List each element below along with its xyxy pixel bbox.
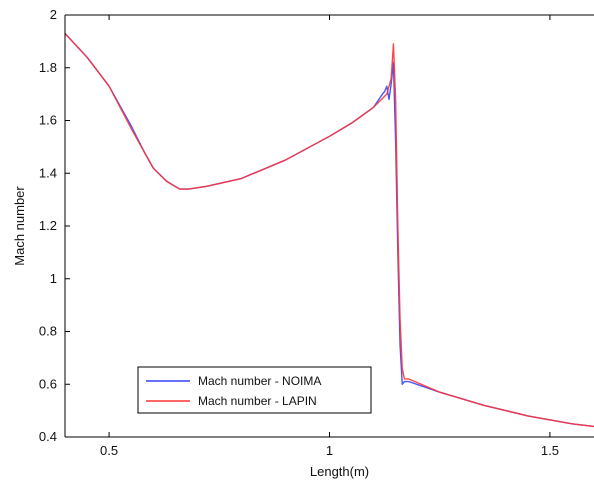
x-axis-ticks: 0.5 1 1.5 [100, 15, 559, 458]
series-layer [65, 32, 594, 428]
y-tick-label: 1.6 [39, 113, 57, 128]
x-tick-label: 1.5 [541, 443, 559, 458]
y-tick-label: 1 [50, 271, 57, 286]
plot-area [65, 32, 594, 428]
y-axis-label: Mach number [12, 186, 27, 266]
y-tick-label: 1.2 [39, 218, 57, 233]
legend-box [137, 366, 372, 414]
legend-entry-label: Mach number - LAPIN [198, 394, 317, 408]
y-tick-label: 2 [50, 7, 57, 22]
x-tick-label: 0.5 [100, 443, 118, 458]
y-axis-ticks: 0.4 0.6 0.8 1 1.2 1.4 1.6 1.8 2 [39, 7, 70, 444]
legend-entry-label: Mach number - NOIMA [198, 374, 321, 388]
x-tick-label: 1 [326, 443, 333, 458]
y-tick-label: 1.4 [39, 165, 57, 180]
series-line-lapin [65, 32, 594, 428]
x-axis-label: Length(m) [310, 464, 369, 479]
y-tick-label: 1.8 [39, 60, 57, 75]
y-tick-label: 0.6 [39, 376, 57, 391]
y-tick-label: 0.8 [39, 324, 57, 339]
chart-legend: Mach number - NOIMA Mach number - LAPIN [137, 366, 372, 414]
y-tick-label: 0.4 [39, 429, 57, 444]
